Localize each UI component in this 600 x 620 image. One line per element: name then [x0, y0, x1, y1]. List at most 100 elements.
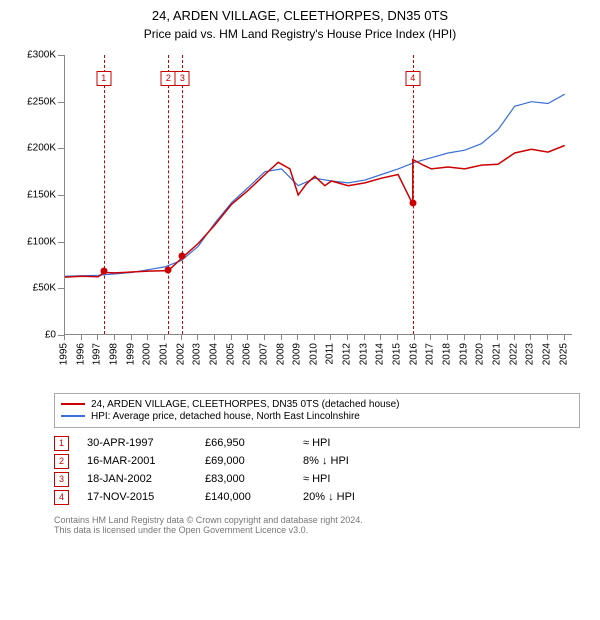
- plot-area: 1 23 4: [64, 55, 572, 335]
- x-axis-label: 2023: [525, 343, 536, 365]
- y-tick: [58, 288, 64, 289]
- x-tick: [480, 335, 481, 340]
- sales-row-hpi: 20% ↓ HPI: [303, 491, 403, 503]
- series-line: [65, 145, 565, 277]
- footnote-line: This data is licensed under the Open Gov…: [54, 525, 580, 535]
- footnote: Contains HM Land Registry data © Crown c…: [54, 515, 580, 535]
- legend-swatch-hpi: [61, 415, 85, 417]
- x-axis-label: 2003: [192, 343, 203, 365]
- x-tick: [131, 335, 132, 340]
- sales-row-price: £140,000: [205, 491, 285, 503]
- x-tick: [147, 335, 148, 340]
- sales-row: 216-MAR-2001£69,0008% ↓ HPI: [54, 454, 580, 469]
- x-tick: [214, 335, 215, 340]
- x-axis-label: 2018: [442, 343, 453, 365]
- x-tick: [564, 335, 565, 340]
- x-axis-label: 2008: [275, 343, 286, 365]
- sales-row-date: 16-MAR-2001: [87, 455, 187, 467]
- sale-marker-box: 3: [175, 71, 190, 86]
- x-axis-label: 2006: [242, 343, 253, 365]
- y-axis-label: £150K: [20, 189, 56, 200]
- sales-row-date: 18-JAN-2002: [87, 473, 187, 485]
- x-tick: [297, 335, 298, 340]
- y-axis-label: £250K: [20, 96, 56, 107]
- x-tick: [364, 335, 365, 340]
- y-axis-label: £100K: [20, 236, 56, 247]
- y-axis-label: £50K: [20, 283, 56, 294]
- x-tick: [231, 335, 232, 340]
- chart-title: 24, ARDEN VILLAGE, CLEETHORPES, DN35 0TS: [10, 8, 590, 25]
- sales-row-price: £66,950: [205, 437, 285, 449]
- page-wrap: 24, ARDEN VILLAGE, CLEETHORPES, DN35 0TS…: [0, 0, 600, 545]
- x-axis-label: 2005: [225, 343, 236, 365]
- x-axis-label: 2001: [158, 343, 169, 365]
- sales-row-marker: 3: [54, 472, 69, 487]
- x-tick: [197, 335, 198, 340]
- x-axis-label: 2019: [458, 343, 469, 365]
- x-axis-label: 2004: [208, 343, 219, 365]
- y-tick: [58, 148, 64, 149]
- x-axis-label: 2010: [308, 343, 319, 365]
- legend-row: 24, ARDEN VILLAGE, CLEETHORPES, DN35 0TS…: [61, 399, 573, 410]
- x-axis-label: 2020: [475, 343, 486, 365]
- sale-point: [100, 268, 107, 275]
- x-tick: [330, 335, 331, 340]
- x-axis-label: 2025: [558, 343, 569, 365]
- x-axis-label: 1998: [108, 343, 119, 365]
- sales-row: 3 18-JAN-2002 £83,000 ≈ HPI: [54, 472, 580, 487]
- x-axis-label: 2014: [375, 343, 386, 365]
- legend-row: HPI: Average price, detached house, Nort…: [61, 411, 573, 422]
- x-axis-label: 2009: [292, 343, 303, 365]
- sale-point: [165, 266, 172, 273]
- sales-row-price: £83,000: [205, 473, 285, 485]
- x-axis-label: 2021: [492, 343, 503, 365]
- chart-lines-svg: [65, 55, 572, 334]
- x-tick: [497, 335, 498, 340]
- x-axis-label: 2016: [408, 343, 419, 365]
- x-axis-label: 1997: [92, 343, 103, 365]
- x-axis-label: 2012: [342, 343, 353, 365]
- sale-marker-box: 1: [96, 71, 111, 86]
- sales-row-marker: 2: [54, 454, 69, 469]
- x-tick: [397, 335, 398, 340]
- legend: 24, ARDEN VILLAGE, CLEETHORPES, DN35 0TS…: [54, 393, 580, 428]
- sale-vline: [168, 55, 169, 334]
- sale-vline: [182, 55, 183, 334]
- x-axis-label: 2002: [175, 343, 186, 365]
- legend-label: HPI: Average price, detached house, Nort…: [91, 411, 360, 422]
- sale-marker-box: 4: [405, 71, 420, 86]
- x-tick: [380, 335, 381, 340]
- sales-row: 4 17-NOV-2015 £140,000 20% ↓ HPI: [54, 490, 580, 505]
- x-tick: [247, 335, 248, 340]
- x-tick: [547, 335, 548, 340]
- x-tick: [64, 335, 65, 340]
- sales-row-hpi: ≈ HPI: [303, 473, 403, 485]
- footnote-line: Contains HM Land Registry data © Crown c…: [54, 515, 580, 525]
- x-tick: [81, 335, 82, 340]
- sales-row-marker: 4: [54, 490, 69, 505]
- x-tick: [97, 335, 98, 340]
- sale-point: [409, 200, 416, 207]
- x-axis-label: 2015: [392, 343, 403, 365]
- y-tick: [58, 195, 64, 196]
- x-tick: [530, 335, 531, 340]
- x-axis-label: 1999: [125, 343, 136, 365]
- sale-point: [179, 253, 186, 260]
- x-tick: [281, 335, 282, 340]
- y-axis-label: £300K: [20, 49, 56, 60]
- sales-row-date: 17-NOV-2015: [87, 491, 187, 503]
- x-axis-label: 2017: [425, 343, 436, 365]
- sales-row-price: £69,000: [205, 455, 285, 467]
- sale-marker-box: 2: [161, 71, 176, 86]
- sales-row: 130-APR-1997£66,950≈ HPI: [54, 436, 580, 451]
- x-tick: [314, 335, 315, 340]
- y-axis-label: £200K: [20, 143, 56, 154]
- sales-row-marker: 1: [54, 436, 69, 451]
- y-tick: [58, 55, 64, 56]
- sales-row-hpi: ≈ HPI: [303, 437, 403, 449]
- x-tick: [114, 335, 115, 340]
- x-axis-label: 1995: [59, 343, 70, 365]
- x-axis-label: 1996: [75, 343, 86, 365]
- chart-area: 1234 £0£50K£100K£150K£200K£250K£300K1995…: [20, 47, 580, 387]
- legend-label: 24, ARDEN VILLAGE, CLEETHORPES, DN35 0TS…: [91, 399, 399, 410]
